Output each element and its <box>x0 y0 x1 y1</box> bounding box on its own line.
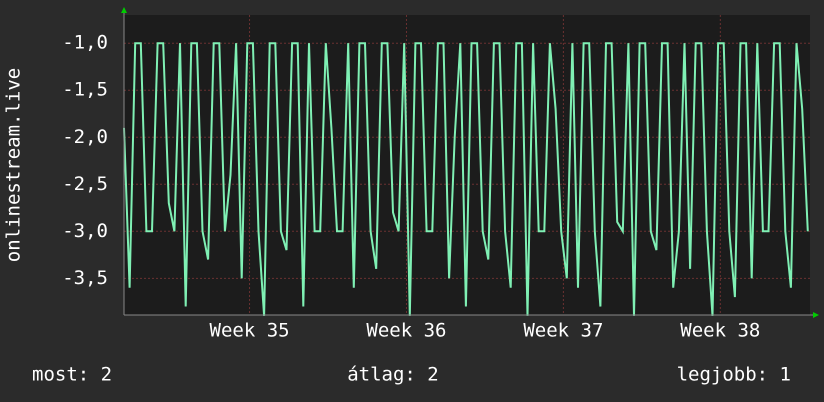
y-axis-arrow <box>121 7 127 13</box>
y-tick-label: -1,0 <box>62 32 108 54</box>
x-tick-label: Week 38 <box>680 320 760 342</box>
y-tick-label: -2,0 <box>62 126 108 148</box>
footer-average: átlag: 2 <box>347 364 439 386</box>
footer-current: most: 2 <box>32 364 112 386</box>
footer-best: legjobb: 1 <box>677 364 791 386</box>
x-tick-label: Week 37 <box>523 320 603 342</box>
x-axis-arrow <box>813 312 819 318</box>
data-line <box>123 42 809 316</box>
y-tick-label: -2,5 <box>62 173 108 195</box>
y-tick-label: -3,5 <box>62 267 108 289</box>
x-tick-label: Week 36 <box>366 320 446 342</box>
x-tick-label: Week 35 <box>210 320 290 342</box>
y-axis-label: onlinestream.live <box>3 68 25 262</box>
y-tick-label: -1,5 <box>62 79 108 101</box>
y-tick-label: -3,0 <box>62 220 108 242</box>
